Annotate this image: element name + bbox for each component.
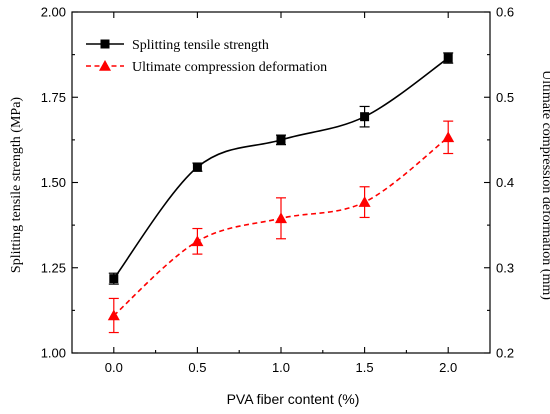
right-y-axis-ticks: 0.2 0.3 0.4 0.5 0.6 xyxy=(484,5,514,361)
right-y-axis-label: Ultimate compression deformation (mm) xyxy=(539,70,550,300)
left-y-axis-ticks: 1.00 1.25 1.50 1.75 2.00 xyxy=(41,5,78,361)
left-y-tick-label: 1.00 xyxy=(41,346,66,361)
left-y-axis-label: Splitting tensile strength (MPa) xyxy=(9,97,24,273)
left-y-tick-label: 1.25 xyxy=(41,260,66,275)
x-axis-ticks: 0.0 0.5 1.0 1.5 2.0 xyxy=(105,12,457,375)
series-1 xyxy=(108,52,454,285)
series-layer xyxy=(107,52,455,334)
legend-marker xyxy=(100,39,110,49)
x-tick-label: 2.0 xyxy=(439,360,457,375)
data-point xyxy=(191,235,204,247)
legend: Splitting tensile strength Ultimate compr… xyxy=(86,38,327,75)
right-y-tick-label: 0.2 xyxy=(496,346,514,361)
x-tick-label: 1.0 xyxy=(272,360,290,375)
legend-item-1: Splitting tensile strength xyxy=(86,38,269,53)
data-point xyxy=(360,112,370,122)
data-point xyxy=(107,309,120,321)
legend-marker xyxy=(99,60,111,71)
data-point xyxy=(192,162,202,172)
data-point xyxy=(358,196,371,207)
x-axis-label: PVA fiber content (%) xyxy=(227,391,360,407)
x-tick-label: 1.5 xyxy=(356,360,374,375)
series-2 xyxy=(107,120,455,334)
legend-label: Splitting tensile strength xyxy=(132,38,269,53)
data-point xyxy=(443,53,453,63)
left-y-tick-label: 1.50 xyxy=(41,175,66,190)
x-tick-label: 0.0 xyxy=(105,360,123,375)
legend-item-2: Ultimate compression deformation xyxy=(86,60,327,75)
x-tick-label: 0.5 xyxy=(188,360,206,375)
legend-label: Ultimate compression deformation xyxy=(132,60,327,75)
left-y-tick-label: 2.00 xyxy=(41,5,66,20)
data-point xyxy=(275,212,287,224)
series-line xyxy=(113,57,449,280)
right-y-tick-label: 0.5 xyxy=(496,90,514,105)
data-point xyxy=(442,131,455,143)
data-point xyxy=(109,274,119,284)
right-y-tick-label: 0.6 xyxy=(496,5,514,20)
right-y-tick-label: 0.3 xyxy=(496,260,514,275)
data-point xyxy=(276,135,286,145)
left-y-tick-label: 1.75 xyxy=(41,90,66,105)
right-y-tick-label: 0.4 xyxy=(496,175,514,190)
